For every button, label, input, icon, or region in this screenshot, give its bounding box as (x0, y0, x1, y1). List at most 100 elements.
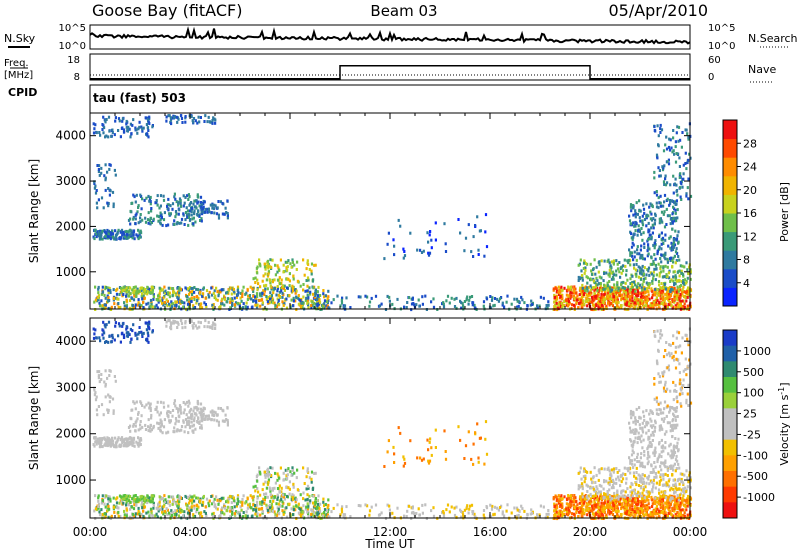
power-cell (674, 237, 677, 241)
velocity-cell (115, 497, 118, 501)
power-cell (637, 228, 640, 232)
velocity-cell (219, 407, 222, 410)
power-cell (672, 129, 675, 132)
power-cell (138, 289, 141, 293)
velocity-cell (311, 509, 314, 513)
velocity-cell (216, 507, 219, 511)
power-cell (631, 294, 634, 298)
velocity-cell (277, 502, 280, 506)
velocity-cell (205, 414, 209, 418)
power-cell (187, 223, 190, 227)
velocity-cell (111, 397, 115, 401)
power-cell (651, 262, 654, 266)
power-cell (595, 296, 598, 300)
power-cell (195, 295, 198, 298)
power-cell (155, 199, 158, 202)
power-cell (660, 286, 663, 290)
power-cell (219, 290, 222, 294)
power-cell (424, 294, 427, 298)
velocity-cell (155, 405, 158, 409)
power-cell (612, 295, 616, 299)
velocity-cell (130, 436, 133, 440)
power-cell (170, 300, 173, 304)
velocity-cell (342, 513, 345, 517)
power-cell (589, 262, 592, 266)
velocity-cell (190, 320, 193, 324)
power-cell (310, 262, 314, 266)
velocity-cell (271, 505, 274, 509)
power-cell (617, 289, 620, 292)
velocity-cell (203, 510, 206, 514)
power-cell (669, 217, 672, 221)
velocity-cell (129, 495, 132, 498)
power-cell (107, 202, 110, 205)
power-cell (117, 305, 120, 309)
velocity-cell (255, 506, 258, 510)
power-cell (674, 274, 677, 278)
power-cell (678, 176, 681, 179)
power-cell (558, 289, 561, 292)
power-cell (235, 295, 238, 299)
velocity-cell (93, 393, 96, 397)
power-cell (668, 301, 671, 304)
power-cell (677, 125, 681, 129)
power-cell (645, 281, 648, 285)
velocity-cell (152, 506, 155, 510)
power-cell (132, 118, 135, 122)
power-cell (668, 286, 671, 289)
velocity-cell (258, 470, 262, 474)
power-cell (660, 291, 663, 295)
power-cell (188, 213, 191, 217)
power-cell (233, 290, 236, 294)
velocity-cell (268, 487, 272, 491)
velocity-cell (279, 490, 282, 494)
power-cell (594, 295, 597, 299)
velocity-cell (127, 332, 130, 335)
power-cell (638, 216, 641, 220)
power-cell (108, 129, 111, 133)
power-cell (255, 302, 258, 305)
power-cell (686, 161, 689, 165)
velocity-cell (291, 497, 294, 501)
power-cell (680, 305, 683, 309)
power-cell (171, 116, 174, 120)
velocity-cell (93, 386, 96, 390)
power-cell (629, 295, 632, 299)
power-cell (224, 206, 227, 210)
velocity-cell (244, 501, 247, 505)
power-cell (597, 270, 600, 274)
power-cell (671, 306, 674, 310)
velocity-cell (101, 445, 104, 449)
velocity-cell (97, 374, 100, 378)
velocity-cell (121, 438, 125, 442)
power-cell (675, 296, 678, 300)
power-cell (667, 162, 671, 166)
power-cell (462, 304, 465, 308)
power-cell (641, 253, 644, 257)
velocity-cell (308, 476, 311, 480)
power-cell (536, 304, 539, 308)
power-cell (142, 306, 145, 309)
power-cell (242, 285, 245, 289)
power-cell (312, 278, 315, 282)
power-cell (669, 288, 673, 292)
velocity-cell (258, 466, 261, 470)
power-cell (621, 293, 624, 297)
power-cell (190, 115, 193, 119)
power-cell (664, 257, 667, 261)
power-cell (668, 203, 671, 207)
power-cell (203, 120, 206, 123)
power-cell (596, 288, 599, 292)
power-cell (221, 201, 224, 205)
power-cell (311, 300, 314, 304)
velocity-cell (263, 492, 266, 496)
velocity-cell (149, 507, 153, 511)
power-cell (569, 289, 572, 293)
power-cell (684, 128, 687, 132)
power-cell (136, 287, 139, 291)
velocity-cell (217, 502, 220, 506)
power-cell (133, 237, 136, 241)
power-cell (174, 293, 177, 297)
power-cell (268, 295, 272, 299)
power-cell (620, 283, 623, 286)
